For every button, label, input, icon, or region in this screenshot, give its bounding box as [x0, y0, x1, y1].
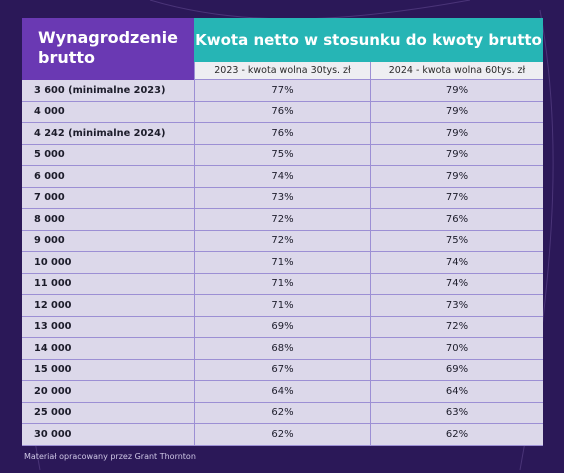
- salary-table: Wynagrodzenie brutto Kwota netto w stosu…: [22, 18, 543, 446]
- row-value-2024: 79%: [370, 166, 543, 188]
- source-footer: Materiał opracowany przez Grant Thornton: [24, 452, 196, 461]
- row-value-2023: 72%: [194, 230, 370, 253]
- row-value-2024: 70%: [370, 338, 543, 360]
- row-value-2024: 76%: [370, 209, 543, 231]
- row-value-2024: 64%: [370, 381, 543, 403]
- row-label: 4 000: [22, 102, 194, 124]
- row-value-2023: 72%: [194, 209, 370, 231]
- row-value-2024: 74%: [370, 273, 543, 296]
- row-label: 20 000: [22, 381, 194, 403]
- row-value-2024: 74%: [370, 252, 543, 274]
- row-label: 15 000: [22, 360, 194, 382]
- row-value-2024: 75%: [370, 230, 543, 253]
- row-label: 12 000: [22, 295, 194, 317]
- row-label: 4 242 (minimalne 2024): [22, 123, 194, 145]
- row-value-2024: 77%: [370, 187, 543, 210]
- row-label: 13 000: [22, 317, 194, 339]
- row-value-2023: 73%: [194, 187, 370, 210]
- row-value-2023: 62%: [194, 402, 370, 425]
- row-label: 30 000: [22, 424, 194, 446]
- row-value-2023: 62%: [194, 424, 370, 446]
- row-value-2023: 71%: [194, 295, 370, 317]
- row-label: 7 000: [22, 188, 194, 210]
- row-label: 10 000: [22, 252, 194, 274]
- row-value-2024: 79%: [370, 80, 543, 102]
- row-label: 5 000: [22, 145, 194, 167]
- row-value-2023: 68%: [194, 338, 370, 360]
- row-value-2023: 64%: [194, 381, 370, 403]
- row-value-2024: 62%: [370, 424, 543, 446]
- row-value-2024: 79%: [370, 144, 543, 167]
- subheader-2024: 2024 - kwota wolna 60tys. zł: [370, 62, 543, 80]
- row-value-2023: 67%: [194, 359, 370, 382]
- row-value-2023: 75%: [194, 144, 370, 167]
- row-label: 6 000: [22, 166, 194, 188]
- row-value-2023: 74%: [194, 166, 370, 188]
- row-value-2023: 71%: [194, 273, 370, 296]
- row-label: 25 000: [22, 403, 194, 425]
- header-gross-salary: Wynagrodzenie brutto: [22, 18, 194, 80]
- row-value-2023: 76%: [194, 101, 370, 124]
- header-net-ratio: Kwota netto w stosunku do kwoty brutto: [194, 18, 543, 62]
- row-value-2024: 69%: [370, 359, 543, 382]
- row-label: 9 000: [22, 231, 194, 253]
- row-value-2023: 76%: [194, 123, 370, 145]
- row-label: 3 600 (minimalne 2023): [22, 80, 194, 102]
- row-value-2024: 72%: [370, 316, 543, 339]
- row-value-2023: 71%: [194, 252, 370, 274]
- row-label: 8 000: [22, 209, 194, 231]
- row-value-2023: 69%: [194, 316, 370, 339]
- row-value-2024: 73%: [370, 295, 543, 317]
- row-label: 11 000: [22, 274, 194, 296]
- row-value-2024: 63%: [370, 402, 543, 425]
- row-value-2023: 77%: [194, 80, 370, 102]
- row-value-2024: 79%: [370, 123, 543, 145]
- subheader-2023: 2023 - kwota wolna 30tys. zł: [194, 62, 370, 80]
- row-value-2024: 79%: [370, 101, 543, 124]
- row-label: 14 000: [22, 338, 194, 360]
